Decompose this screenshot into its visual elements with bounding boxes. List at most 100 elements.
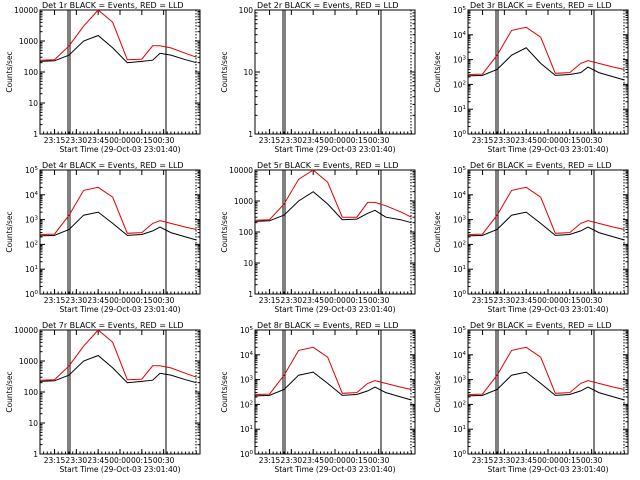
y-tick-label: 104	[453, 351, 467, 360]
series-events-line	[467, 211, 625, 241]
y-tick-label: 101	[453, 265, 466, 274]
series-lld-line	[39, 9, 197, 61]
x-tick-label: 23:30	[66, 456, 88, 465]
x-tick-label: 00:30	[368, 136, 390, 145]
y-tick-label: 101	[25, 265, 38, 274]
y-tick-label: 102	[453, 80, 466, 89]
y-tick-label: 105	[25, 166, 39, 175]
panel-det-2: Det 2r BLACK = Events, RED = LLD 1 10 100 23…	[220, 1, 416, 154]
x-axis-label: Start Time (29-Oct-03 23:01:40)	[274, 305, 395, 314]
x-tick-label: 23:30	[494, 456, 516, 465]
x-axis-label: Start Time (29-Oct-03 23:01:40)	[59, 145, 180, 154]
y-tick-label: 102	[453, 240, 466, 249]
x-tick-label: 23:15	[472, 456, 494, 465]
x-axis-label: Start Time (29-Oct-03 23:01:40)	[487, 145, 608, 154]
series-lld-line	[254, 169, 412, 221]
y-axis-label: Counts/sec	[220, 211, 229, 252]
x-axis-label: Start Time (29-Oct-03 23:01:40)	[487, 465, 608, 474]
x-axis-label: Start Time (29-Oct-03 23:01:40)	[59, 465, 180, 474]
panel-det-7: Det 7r BLACK = Events, RED = LLD 1 10 100 10…	[5, 321, 201, 474]
panel-det-4: Det 4r BLACK = Events, RED = LLD 100 101 10…	[5, 161, 201, 314]
x-axis-label: Start Time (29-Oct-03 23:01:40)	[59, 305, 180, 314]
x-axis-label: Start Time (29-Oct-03 23:01:40)	[274, 465, 395, 474]
y-tick-label: 100	[24, 68, 39, 77]
series-events-line	[39, 354, 197, 384]
x-tick-label: 23:15	[259, 456, 281, 465]
y-axis-label: Counts/sec	[5, 51, 14, 92]
x-tick-label: 23:30	[281, 136, 303, 145]
y-tick-label: 10000	[14, 326, 38, 335]
x-tick-label: 00:30	[368, 296, 390, 305]
y-tick-label: 10000	[14, 6, 38, 15]
x-tick-label: 00:00	[537, 456, 559, 465]
x-tick-label: 23:15	[44, 136, 66, 145]
plot-title: Det 2r BLACK = Events, RED = LLD	[257, 1, 399, 10]
x-tick-label: 00:30	[581, 136, 603, 145]
x-tick-label: 00:00	[109, 456, 131, 465]
plot-title: Det 3r BLACK = Events, RED = LLD	[470, 1, 612, 10]
x-tick-label: 23:15	[259, 136, 281, 145]
y-tick-label: 105	[453, 6, 467, 15]
x-tick-label: 23:30	[66, 136, 88, 145]
x-tick-label: 23:15	[472, 136, 494, 145]
series-events-line	[467, 371, 625, 401]
y-tick-label: 1000	[234, 197, 253, 206]
x-tick-label: 00:00	[324, 456, 346, 465]
plot-frame	[254, 9, 416, 135]
series-lld-line	[467, 186, 625, 235]
x-tick-label: 23:45	[515, 136, 537, 145]
panel-det-1: Det 1r BLACK = Events, RED = LLD 1 10 100 10…	[5, 1, 201, 154]
y-tick-label: 1	[33, 130, 38, 139]
panel-det-8: Det 8r BLACK = Events, RED = LLD 100 101 10…	[220, 321, 416, 474]
y-tick-label: 100	[239, 6, 254, 15]
y-axis-label: Counts/sec	[433, 51, 442, 92]
series-lld-line	[39, 186, 197, 235]
y-tick-label: 105	[453, 166, 467, 175]
series-lld-line	[467, 26, 625, 75]
y-tick-label: 101	[240, 425, 253, 434]
x-tick-label: 00:00	[537, 296, 559, 305]
y-tick-label: 1	[248, 130, 253, 139]
x-tick-label: 00:15	[346, 456, 368, 465]
y-tick-label: 104	[25, 191, 39, 200]
x-tick-label: 23:15	[259, 296, 281, 305]
x-tick-label: 23:45	[302, 136, 324, 145]
series-events-line	[254, 191, 412, 224]
y-tick-label: 103	[453, 376, 467, 385]
panel-det-5: Det 5r BLACK = Events, RED = LLD 1 10 100 10…	[220, 161, 416, 314]
plot-title: Det 4r BLACK = Events, RED = LLD	[42, 161, 184, 170]
y-tick-label: 100	[24, 388, 39, 397]
y-tick-label: 10	[243, 259, 253, 268]
y-axis-label: Counts/sec	[433, 211, 442, 252]
y-tick-label: 10	[28, 99, 38, 108]
y-tick-label: 104	[240, 351, 254, 360]
x-tick-label: 23:30	[494, 296, 516, 305]
y-tick-label: 100	[239, 228, 254, 237]
plot-frame	[39, 329, 201, 455]
x-tick-label: 00:30	[581, 296, 603, 305]
y-axis-label: Counts/sec	[5, 211, 14, 252]
x-tick-label: 00:00	[324, 136, 346, 145]
x-tick-label: 23:30	[281, 296, 303, 305]
series-events-line	[39, 211, 197, 241]
y-tick-label: 100	[453, 450, 467, 459]
y-tick-label: 10	[28, 419, 38, 428]
y-tick-label: 1	[248, 290, 253, 299]
x-tick-label: 00:15	[131, 456, 153, 465]
y-tick-label: 1000	[19, 37, 38, 46]
y-tick-label: 104	[453, 31, 467, 40]
y-tick-label: 10000	[229, 166, 253, 175]
plot-frame	[254, 169, 416, 295]
plot-frame	[39, 9, 201, 135]
x-tick-label: 00:30	[153, 456, 175, 465]
y-tick-label: 100	[25, 290, 39, 299]
x-tick-label: 23:45	[87, 136, 109, 145]
series-lld-line	[467, 346, 625, 395]
series-events-line	[254, 371, 412, 401]
x-tick-label: 23:45	[87, 296, 109, 305]
x-tick-label: 23:15	[44, 456, 66, 465]
panel-det-9: Det 9r BLACK = Events, RED = LLD 100 101 10…	[433, 321, 629, 474]
plot-title: Det 9r BLACK = Events, RED = LLD	[470, 321, 612, 330]
